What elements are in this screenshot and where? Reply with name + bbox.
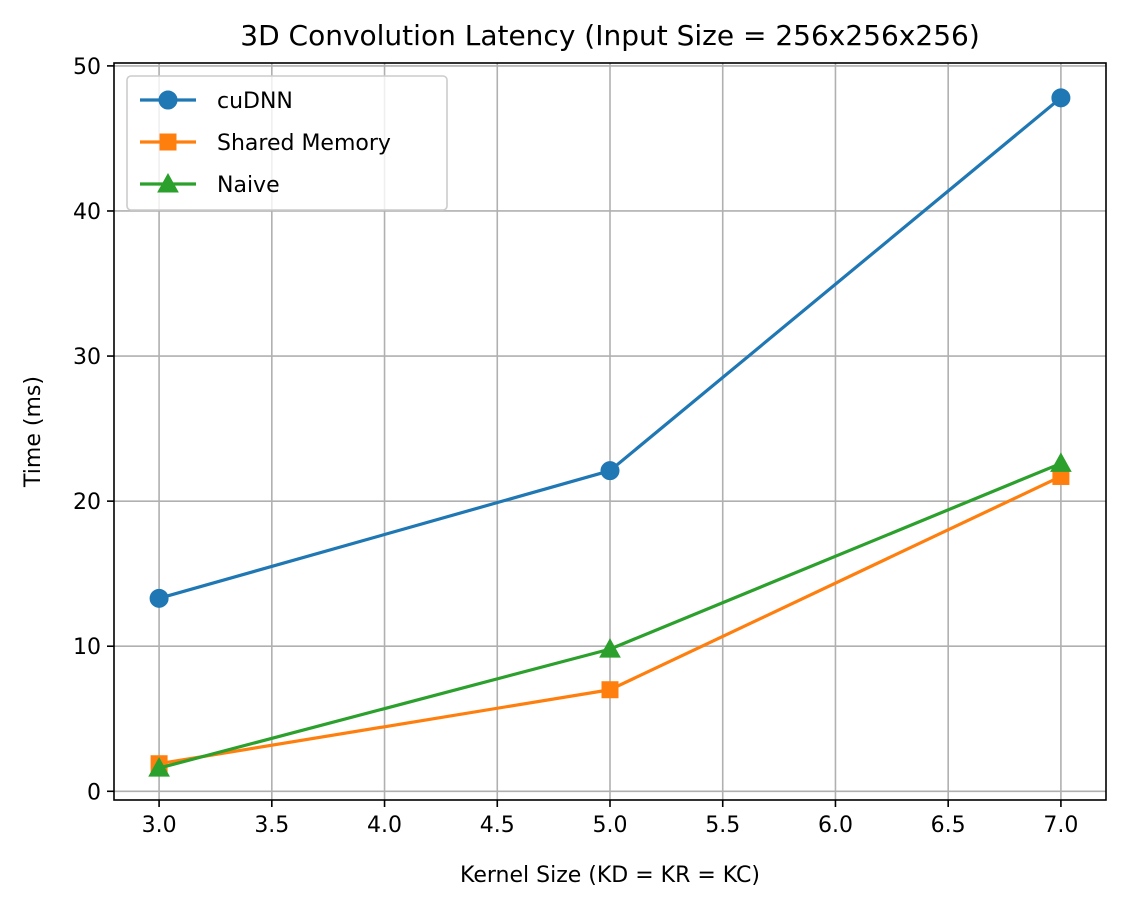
data-point <box>601 681 619 699</box>
series-cudnn <box>149 88 1071 608</box>
legend: cuDNN Shared Memory Naive <box>126 75 448 211</box>
x-tick-label: 4.0 <box>367 813 402 838</box>
y-tick-label: 30 <box>73 345 101 370</box>
axis-ticks: 3.0 3.5 4.0 4.5 5.0 5.5 6.0 6.5 7.0 0 10 20 30 40 50 <box>73 55 1078 838</box>
x-tick-label: 5.5 <box>705 813 740 838</box>
legend-box <box>126 75 448 211</box>
data-point <box>1050 452 1072 472</box>
x-tick-label: 7.0 <box>1043 813 1078 838</box>
legend-label: cuDNN <box>217 89 293 114</box>
data-point <box>148 757 170 777</box>
data-point <box>599 638 621 658</box>
y-tick-label: 50 <box>73 55 101 80</box>
x-tick-label: 3.0 <box>142 813 177 838</box>
y-tick-label: 40 <box>73 200 101 225</box>
x-tick-label: 6.5 <box>931 813 966 838</box>
series-naive <box>148 452 1072 777</box>
chart-title: 3D Convolution Latency (Input Size = 256… <box>240 19 980 52</box>
series-group <box>148 88 1072 777</box>
data-point <box>600 461 620 481</box>
y-axis-title: Time (ms) <box>21 376 46 488</box>
data-point <box>149 588 169 608</box>
x-axis-title: Kernel Size (KD = KR = KC) <box>460 863 760 888</box>
y-tick-label: 20 <box>73 490 101 515</box>
legend-marker <box>159 133 177 151</box>
x-tick-label: 5.0 <box>593 813 628 838</box>
legend-marker <box>158 90 178 110</box>
x-tick-label: 3.5 <box>254 813 289 838</box>
x-tick-label: 6.0 <box>818 813 853 838</box>
legend-marker <box>157 172 179 193</box>
data-point <box>1051 88 1071 108</box>
x-tick-label: 4.5 <box>480 813 515 838</box>
y-tick-label: 0 <box>87 780 101 805</box>
legend-label: Shared Memory <box>217 131 391 156</box>
legend-label: Naive <box>217 173 280 198</box>
y-tick-label: 10 <box>73 635 101 660</box>
